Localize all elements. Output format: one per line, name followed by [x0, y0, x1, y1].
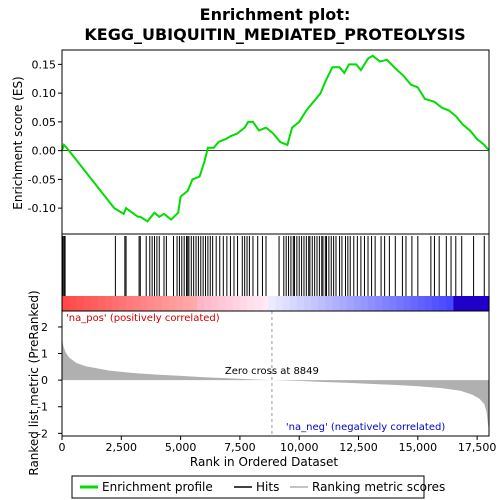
- rank-color-segment: [339, 296, 348, 311]
- legend: Enrichment profile Hits Ranking metric s…: [71, 475, 445, 499]
- es-tick-label: 0.10: [32, 87, 57, 100]
- hits-panel: [61, 233, 490, 312]
- rank-color-segment: [453, 296, 462, 311]
- rank-color-segment: [211, 296, 220, 311]
- chart-title-line2: KEGG_UBIQUITIN_MEDIATED_PROTEOLYSIS: [84, 25, 465, 44]
- rank-color-segment: [375, 296, 383, 311]
- metric-panel: Zero cross at 8849 'na_pos' (positively c…: [37, 310, 497, 454]
- rank-color-segment: [403, 296, 412, 311]
- rank-color-segment: [389, 296, 398, 311]
- rank-color-segment: [161, 296, 170, 311]
- es-plot-area: [62, 50, 489, 234]
- x-tick-label: 10,000: [280, 441, 319, 454]
- rank-color-segment: [282, 296, 291, 311]
- enrichment-profile-line: [61, 54, 490, 223]
- es-panel: -0.10 -0.05 0.00 0.05 0.10 0.15: [28, 49, 490, 235]
- metric-tick-label: 2: [41, 321, 48, 334]
- metric-tick-label: -2: [37, 427, 48, 440]
- x-axis-label: Rank in Ordered Dataset: [190, 455, 338, 469]
- rank-color-segment: [232, 296, 241, 311]
- x-tick-label: 15,000: [399, 441, 438, 454]
- rank-color-segment: [225, 296, 234, 311]
- legend-hits-label: Hits: [256, 480, 279, 494]
- positive-correlation-label: 'na_pos' (positively correlated): [66, 313, 220, 324]
- metric-tick-label: -1: [37, 401, 48, 414]
- rank-color-segment: [247, 296, 255, 311]
- rank-color-segment: [303, 296, 312, 311]
- rank-color-segment: [83, 296, 92, 311]
- rank-color-segment: [474, 296, 483, 311]
- rank-color-segment: [410, 296, 419, 311]
- rank-color-segment: [467, 296, 476, 311]
- rank-color-segment: [275, 296, 284, 311]
- es-tick-label: 0.15: [32, 58, 57, 71]
- rank-color-segment: [97, 296, 106, 311]
- metric-tick-label: 1: [41, 348, 48, 361]
- rank-color-segment: [147, 296, 156, 311]
- rank-color-segment: [382, 296, 390, 311]
- rank-color-segment: [424, 296, 433, 311]
- rank-color-segment: [111, 296, 120, 311]
- rank-color-segment: [76, 296, 84, 311]
- es-tick-label: -0.05: [28, 173, 56, 186]
- rank-color-segment: [69, 296, 77, 311]
- rank-color-segment: [175, 296, 184, 311]
- x-tick-label: 5,000: [165, 441, 197, 454]
- rank-color-segment: [268, 296, 277, 311]
- rank-color-segment: [154, 296, 163, 311]
- x-tick-label: 2,500: [106, 441, 138, 454]
- rank-color-segment: [432, 296, 440, 311]
- es-axis-label: Enrichment score (ES): [11, 76, 25, 209]
- metric-tick-label: 0: [41, 374, 48, 387]
- rank-color-segment: [417, 296, 426, 311]
- rank-color-segment: [296, 296, 305, 311]
- rank-color-segment: [62, 296, 70, 311]
- rank-color-segment: [325, 296, 334, 311]
- rank-color-segment: [311, 296, 319, 311]
- rank-color-segment: [204, 296, 213, 311]
- rank-color-segment: [353, 296, 362, 311]
- rank-color-segment: [190, 296, 198, 311]
- metric-axis-label: Ranked list metric (PreRanked): [27, 290, 41, 475]
- rank-color-segment: [104, 296, 113, 311]
- rank-color-segment: [261, 296, 269, 311]
- legend-es-label: Enrichment profile: [102, 480, 213, 494]
- es-tick-label: 0.00: [32, 145, 57, 158]
- rank-color-segment: [481, 296, 490, 311]
- rank-color-segment: [460, 296, 469, 311]
- legend-metric-label: Ranking metric scores: [312, 480, 445, 494]
- negative-correlation-label: 'na_neg' (negatively correlated): [286, 422, 445, 433]
- rank-color-segment: [318, 296, 326, 311]
- x-tick-label: 0: [59, 441, 66, 454]
- rank-color-segment: [368, 296, 376, 311]
- rank-color-segment: [182, 296, 191, 311]
- chart-title-line1: Enrichment plot:: [200, 5, 351, 24]
- rank-color-segment: [197, 296, 205, 311]
- es-tick-label: 0.05: [32, 116, 57, 129]
- rank-color-segment: [254, 296, 262, 311]
- rank-color-segment: [346, 296, 355, 311]
- rank-color-segment: [332, 296, 341, 311]
- zero-cross-label: Zero cross at 8849: [225, 366, 319, 377]
- x-tick-label: 17,500: [458, 441, 497, 454]
- rank-color-segment: [289, 296, 298, 311]
- rank-color-segment: [218, 296, 227, 311]
- rank-color-segment: [118, 296, 127, 311]
- metric-panel-frame: [61, 310, 490, 437]
- rank-color-segment: [133, 296, 141, 311]
- rank-color-segment: [126, 296, 134, 311]
- rank-color-segment: [90, 296, 99, 311]
- rank-color-segment: [239, 296, 248, 311]
- rank-color-segment: [439, 296, 447, 311]
- x-tick-label: 7,500: [224, 441, 256, 454]
- rank-color-segment: [168, 296, 177, 311]
- rank-color-segment: [360, 296, 369, 311]
- ranking-metric-area: [62, 337, 489, 431]
- rank-color-segment: [396, 296, 405, 311]
- rank-color-segment: [140, 296, 148, 311]
- es-tick-label: -0.10: [28, 202, 56, 215]
- rank-color-segment: [446, 296, 455, 311]
- x-tick-label: 12,500: [339, 441, 378, 454]
